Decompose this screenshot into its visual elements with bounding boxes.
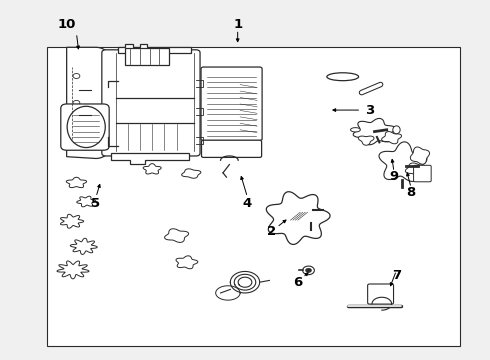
Text: 9: 9 [390, 170, 398, 183]
Polygon shape [358, 136, 374, 145]
Ellipse shape [350, 128, 360, 132]
Polygon shape [60, 214, 84, 228]
Polygon shape [77, 196, 96, 207]
Text: 8: 8 [407, 186, 416, 199]
Polygon shape [70, 238, 97, 255]
Circle shape [73, 100, 80, 105]
Polygon shape [176, 256, 198, 269]
Circle shape [73, 73, 80, 78]
Text: 3: 3 [365, 104, 374, 117]
Polygon shape [303, 266, 315, 275]
Polygon shape [379, 142, 427, 181]
Circle shape [73, 127, 80, 132]
Text: 5: 5 [92, 197, 100, 210]
FancyBboxPatch shape [201, 67, 262, 140]
FancyBboxPatch shape [61, 104, 109, 150]
Polygon shape [382, 132, 402, 144]
Polygon shape [306, 268, 312, 273]
Polygon shape [267, 192, 330, 244]
Polygon shape [57, 261, 89, 279]
Text: 4: 4 [243, 197, 252, 210]
Polygon shape [67, 47, 125, 158]
Text: 6: 6 [293, 276, 302, 289]
Polygon shape [405, 163, 427, 176]
Ellipse shape [327, 73, 359, 81]
FancyBboxPatch shape [102, 50, 200, 156]
Polygon shape [143, 164, 161, 174]
Polygon shape [66, 177, 87, 188]
Text: 7: 7 [392, 269, 401, 282]
Polygon shape [353, 118, 396, 145]
Polygon shape [165, 229, 189, 242]
FancyBboxPatch shape [368, 284, 393, 304]
Text: 1: 1 [233, 18, 242, 31]
Polygon shape [118, 44, 191, 53]
Bar [125, 48, 169, 65]
Polygon shape [111, 153, 189, 164]
FancyBboxPatch shape [201, 140, 262, 157]
Polygon shape [182, 169, 201, 178]
Text: 2: 2 [268, 225, 276, 238]
Ellipse shape [393, 126, 400, 134]
Polygon shape [410, 147, 430, 164]
FancyBboxPatch shape [414, 165, 431, 182]
Text: 10: 10 [57, 18, 76, 31]
Bar [47, 47, 460, 346]
